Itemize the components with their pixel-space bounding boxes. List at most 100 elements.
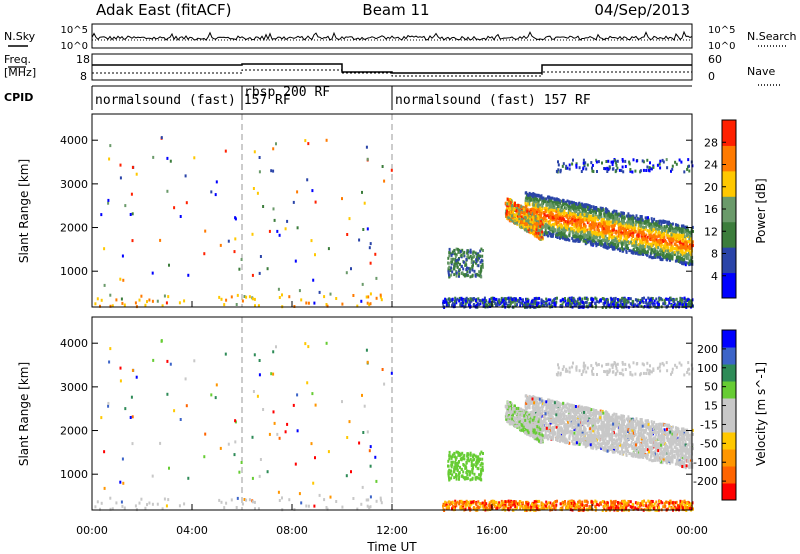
data-cell bbox=[185, 404, 188, 408]
data-cell bbox=[533, 227, 536, 231]
data-cell bbox=[538, 229, 541, 233]
data-cell bbox=[565, 506, 567, 510]
data-cell bbox=[535, 203, 538, 207]
data-cell bbox=[360, 502, 363, 506]
data-cell bbox=[591, 230, 594, 234]
data-cell bbox=[272, 350, 275, 354]
data-cell bbox=[577, 208, 580, 211]
data-cell bbox=[653, 217, 656, 221]
data-cell bbox=[631, 225, 634, 229]
data-cell bbox=[358, 441, 361, 445]
data-cell bbox=[537, 210, 539, 214]
data-cell bbox=[179, 418, 182, 421]
data-cell bbox=[681, 298, 684, 302]
data-cell bbox=[445, 298, 448, 302]
data-cell bbox=[662, 219, 665, 223]
data-cell bbox=[497, 299, 500, 303]
data-cell bbox=[525, 198, 528, 202]
data-cell bbox=[557, 221, 560, 225]
data-cell bbox=[646, 253, 649, 257]
data-cell bbox=[532, 503, 535, 507]
data-cell bbox=[575, 231, 578, 235]
data-cell bbox=[273, 218, 276, 222]
data-cell bbox=[617, 220, 620, 224]
data-cell bbox=[561, 500, 564, 504]
data-cell bbox=[522, 206, 525, 210]
data-cell bbox=[667, 304, 670, 308]
data-cell bbox=[493, 503, 496, 506]
data-cell bbox=[528, 217, 531, 221]
data-cell bbox=[454, 252, 456, 256]
data-cell bbox=[544, 301, 547, 305]
data-cell bbox=[682, 254, 685, 258]
data-cell bbox=[165, 504, 168, 508]
data-cell bbox=[544, 229, 547, 232]
data-cell bbox=[619, 214, 622, 218]
data-cell bbox=[638, 222, 641, 226]
data-cell bbox=[241, 502, 244, 506]
data-cell bbox=[623, 297, 626, 301]
data-cell bbox=[566, 215, 569, 219]
data-cell bbox=[254, 507, 256, 511]
data-cell bbox=[447, 302, 450, 306]
data-cell bbox=[557, 208, 560, 212]
data-cell bbox=[352, 497, 355, 500]
data-cell bbox=[559, 299, 562, 303]
data-cell bbox=[565, 200, 568, 204]
data-cell bbox=[650, 167, 653, 171]
data-cell bbox=[478, 502, 481, 505]
data-cell bbox=[573, 228, 576, 232]
data-cell bbox=[583, 224, 586, 228]
data-cell bbox=[653, 237, 656, 241]
data-cell bbox=[684, 300, 687, 304]
data-cell bbox=[555, 201, 558, 205]
data-cell bbox=[654, 247, 656, 251]
freq-trace bbox=[92, 63, 692, 74]
noise-left-tick-bottom: 10^0 bbox=[61, 41, 88, 52]
data-cell bbox=[679, 253, 682, 257]
data-cell bbox=[238, 267, 241, 271]
data-cell bbox=[463, 254, 466, 258]
data-cell bbox=[633, 243, 636, 247]
data-cell bbox=[606, 170, 609, 173]
data-cell bbox=[511, 207, 514, 211]
data-cell bbox=[612, 500, 615, 504]
data-cell bbox=[671, 252, 674, 256]
data-cell bbox=[505, 505, 508, 508]
data-cell bbox=[536, 208, 539, 212]
data-cell bbox=[223, 506, 226, 510]
y-tick-label: 3000 bbox=[60, 178, 88, 191]
data-cell bbox=[670, 241, 673, 245]
data-cell bbox=[296, 393, 299, 397]
data-cell bbox=[547, 196, 550, 200]
data-cell bbox=[568, 200, 571, 204]
data-cell bbox=[574, 234, 577, 238]
data-cell bbox=[672, 304, 675, 307]
data-cell bbox=[456, 297, 459, 301]
data-cell bbox=[611, 233, 613, 237]
data-cell bbox=[561, 164, 564, 168]
data-cell bbox=[536, 303, 538, 307]
data-cell bbox=[494, 505, 497, 509]
data-cell bbox=[588, 505, 591, 509]
data-cell bbox=[641, 297, 644, 300]
data-cell bbox=[275, 142, 277, 146]
data-cell bbox=[219, 446, 222, 450]
data-cell bbox=[647, 168, 650, 172]
data-cell bbox=[536, 194, 539, 198]
data-cell bbox=[593, 236, 596, 240]
data-cell bbox=[599, 213, 602, 217]
data-cell bbox=[589, 214, 592, 218]
data-cell bbox=[253, 500, 256, 504]
data-cell bbox=[677, 248, 680, 252]
data-cell bbox=[513, 204, 516, 207]
data-cell bbox=[559, 507, 562, 511]
data-cell bbox=[375, 296, 378, 300]
data-cell bbox=[630, 222, 633, 226]
data-cell bbox=[650, 244, 653, 248]
data-cell bbox=[335, 500, 338, 503]
data-cell bbox=[558, 229, 561, 233]
data-cell bbox=[451, 304, 454, 308]
data-cell bbox=[648, 222, 651, 226]
data-cell bbox=[683, 499, 686, 503]
